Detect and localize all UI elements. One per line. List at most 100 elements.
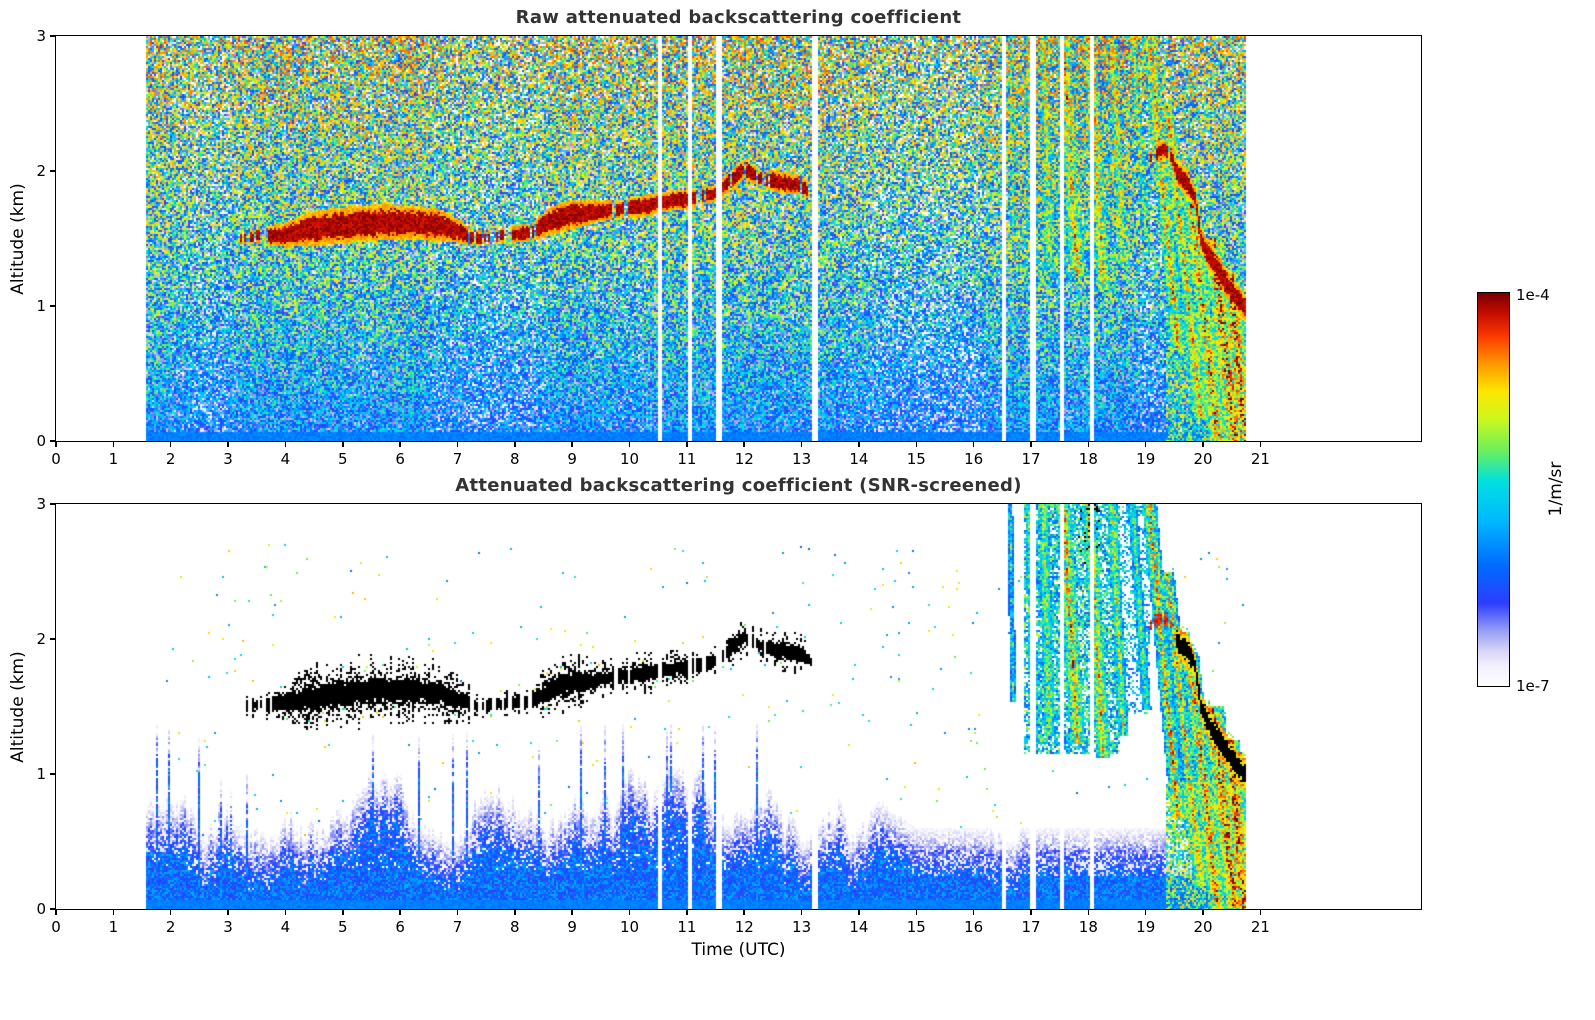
x-tick [514, 910, 516, 915]
x-tick [55, 910, 57, 915]
x-tick-label: 11 [677, 918, 697, 936]
x-tick [628, 910, 631, 915]
x-tick [1030, 910, 1032, 915]
x-tick [1087, 910, 1090, 915]
x-tick-label: 2 [165, 918, 176, 936]
x-tick-label: 9 [567, 450, 577, 468]
x-tick [1030, 442, 1032, 447]
x-tick-label: 2 [165, 450, 176, 468]
x-tick-label: 10 [619, 918, 640, 936]
x-tick-label: 8 [510, 450, 520, 468]
x-tick-label: 6 [395, 918, 405, 936]
x-tick [1087, 442, 1090, 447]
x-tick [342, 442, 344, 447]
y-tick-label: 3 [36, 495, 46, 513]
x-tick [743, 910, 745, 915]
x-tick [800, 910, 803, 915]
y-tick-label: 0 [36, 432, 46, 450]
x-tick-label: 9 [567, 918, 577, 936]
x-tick-label: 19 [1136, 918, 1156, 936]
panel-screened-title: Attenuated backscattering coefficient (S… [455, 475, 1022, 496]
colorbar-min-label: 1e-7 [1516, 677, 1550, 695]
y-tick [49, 440, 55, 442]
colorbar [1477, 292, 1510, 687]
x-tick [284, 910, 287, 915]
x-tick-label: 14 [849, 450, 869, 468]
x-tick [743, 442, 745, 447]
x-tick-label: 18 [1078, 918, 1098, 936]
x-tick [686, 910, 688, 915]
x-tick-label: 14 [849, 918, 869, 936]
x-tick [1259, 910, 1262, 915]
y-tick [49, 908, 55, 910]
y-tick [49, 170, 55, 172]
x-tick-label: 1 [108, 918, 119, 936]
x-tick-label: 21 [1250, 450, 1270, 468]
y-tick [49, 638, 55, 640]
x-tick-label: 15 [906, 450, 926, 468]
x-tick-label: 20 [1193, 450, 1213, 468]
x-tick [399, 910, 401, 915]
x-tick [169, 910, 172, 915]
x-tick-label: 15 [906, 918, 926, 936]
y-tick-label: 2 [36, 162, 46, 180]
x-tick [571, 442, 573, 447]
x-tick [972, 910, 975, 915]
x-tick [514, 442, 516, 447]
x-tick [686, 442, 688, 447]
x-tick [169, 442, 172, 447]
x-tick [972, 442, 975, 447]
x-tick-label: 0 [51, 918, 61, 936]
x-tick-label: 1 [108, 450, 119, 468]
x-tick-label: 10 [619, 450, 640, 468]
x-tick-label: 17 [1021, 918, 1041, 936]
y-tick-label: 2 [36, 630, 46, 648]
x-tick-label: 20 [1193, 918, 1213, 936]
x-tick [55, 442, 57, 447]
x-tick-label: 12 [734, 918, 754, 936]
x-tick-label: 12 [734, 450, 754, 468]
y-tick-label: 1 [36, 765, 46, 783]
x-tick [1202, 910, 1204, 915]
x-tick [858, 910, 860, 915]
x-tick-label: 3 [223, 450, 233, 468]
y-tick [49, 305, 55, 307]
x-tick-label: 16 [964, 918, 984, 936]
x-tick-label: 13 [792, 918, 812, 936]
x-tick-label: 5 [337, 450, 348, 468]
y-tick [49, 503, 55, 505]
x-tick [571, 910, 573, 915]
x-tick [227, 442, 229, 447]
panel-screened: Attenuated backscattering coefficient (S… [8, 475, 1422, 960]
x-tick-label: 8 [510, 918, 520, 936]
x-tick-label: 4 [280, 918, 291, 936]
x-tick [915, 442, 918, 447]
colorbar-gradient [1478, 293, 1509, 686]
x-tick [1144, 442, 1147, 447]
screened-heatmap-canvas [56, 504, 1421, 909]
raw-heatmap-canvas [56, 36, 1421, 441]
x-tick-label: 5 [337, 918, 348, 936]
x-tick-label: 18 [1078, 450, 1098, 468]
y-tick [49, 773, 55, 775]
x-tick [456, 910, 459, 915]
x-tick-label: 3 [223, 918, 233, 936]
x-tick [915, 910, 918, 915]
y-tick-label: 1 [36, 297, 46, 315]
x-tick [456, 442, 459, 447]
colorbar-max-label: 1e-4 [1516, 286, 1550, 304]
x-tick-label: 19 [1136, 450, 1156, 468]
y-tick [49, 35, 55, 37]
x-tick [342, 910, 344, 915]
x-tick [628, 442, 631, 447]
x-tick-label: 17 [1021, 450, 1041, 468]
x-tick [227, 910, 229, 915]
x-tick [112, 442, 115, 447]
x-tick-label: 13 [792, 450, 812, 468]
x-tick [858, 442, 860, 447]
y-tick-label: 0 [36, 900, 46, 918]
x-tick [399, 442, 401, 447]
x-tick [1202, 442, 1204, 447]
x-tick-label: 11 [677, 450, 697, 468]
